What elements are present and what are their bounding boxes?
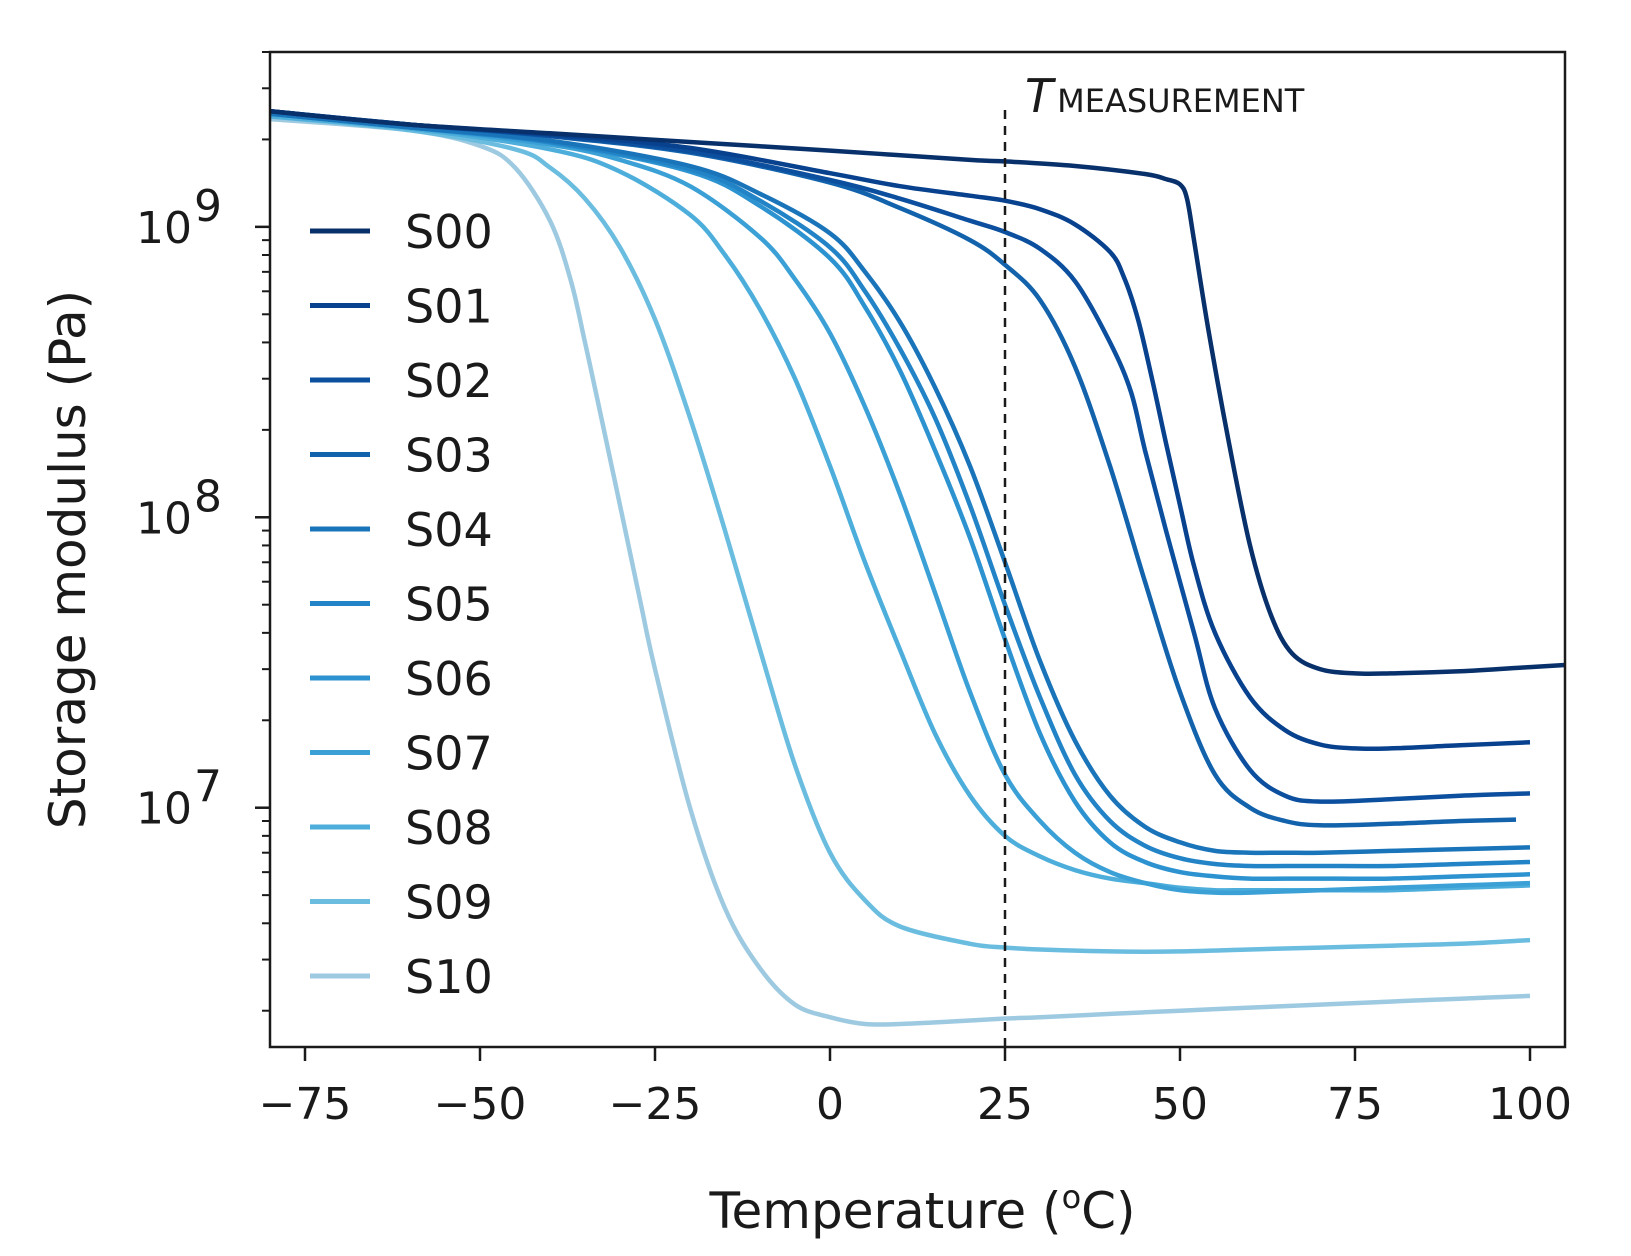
x-axis-title: Temperature (oC) xyxy=(708,1178,1135,1240)
series-line-s07 xyxy=(270,111,1531,896)
x-tick-label: −75 xyxy=(259,1079,352,1130)
legend-label-s04: S04 xyxy=(405,503,493,557)
y-tick-exponent: 8 xyxy=(194,471,222,522)
series-line-s09 xyxy=(270,114,1531,954)
y-axis-title: Storage modulus (Pa) xyxy=(39,290,97,829)
legend: S00 S01 S02 S03 S04 S05 S06 S07 S08 S09 S10 xyxy=(310,205,493,1004)
series-line-s00 xyxy=(270,109,1565,677)
series-line-s02 xyxy=(270,109,1531,804)
legend-label-s10: S10 xyxy=(405,950,493,1004)
y-tick-exponent: 7 xyxy=(194,762,222,813)
legend-label-s03: S03 xyxy=(405,429,493,483)
y-tick-exponent: 9 xyxy=(194,181,222,232)
legend-label-s02: S02 xyxy=(405,354,493,408)
legend-label-s05: S05 xyxy=(405,578,493,632)
plot-frame xyxy=(268,50,1567,1049)
y-tick-label: 10 xyxy=(136,493,192,544)
measurement-annotation: T MEASUREMENT xyxy=(1003,69,1305,1047)
y-tick-label: 10 xyxy=(136,784,192,835)
legend-label-s08: S08 xyxy=(405,801,493,855)
series-line-s05 xyxy=(270,111,1531,869)
legend-label-s09: S09 xyxy=(405,876,493,930)
x-tick-label: −25 xyxy=(609,1079,702,1130)
legend-label-s00: S00 xyxy=(405,205,493,259)
x-tick-label: 25 xyxy=(977,1079,1033,1130)
y-tick-label: 10 xyxy=(136,203,192,254)
series-line-s04 xyxy=(270,111,1531,856)
x-tick-label: −50 xyxy=(434,1079,527,1130)
legend-label-s07: S07 xyxy=(405,727,493,781)
series-line-s10 xyxy=(270,116,1531,1027)
series-line-s01 xyxy=(270,109,1531,752)
series-line-s06 xyxy=(270,111,1531,882)
x-tick-label: 50 xyxy=(1152,1079,1208,1130)
series-line-s08 xyxy=(270,114,1531,893)
legend-label-s06: S06 xyxy=(405,652,493,706)
legend-label-s01: S01 xyxy=(405,280,493,334)
curves-layer xyxy=(270,109,1565,1027)
x-tick-label: 75 xyxy=(1327,1079,1383,1130)
x-tick-label: 100 xyxy=(1488,1079,1572,1130)
x-tick-label: 0 xyxy=(816,1079,844,1130)
measurement-label: T MEASUREMENT xyxy=(1025,69,1305,123)
